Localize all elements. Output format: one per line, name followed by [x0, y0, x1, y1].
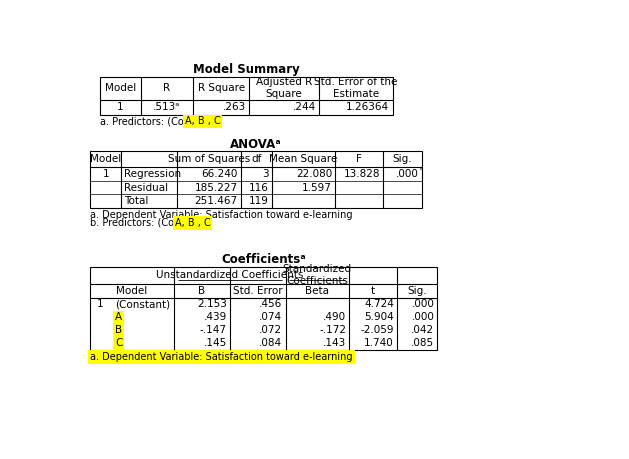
Text: .263: .263: [223, 102, 246, 112]
Text: .439: .439: [203, 312, 226, 322]
Text: ANOVAᵃ: ANOVAᵃ: [230, 138, 282, 151]
Text: -.147: -.147: [199, 325, 226, 336]
Text: .456: .456: [259, 299, 282, 309]
Bar: [90, 151, 422, 208]
Text: A, B , C: A, B , C: [185, 116, 221, 126]
Text: (Constant): (Constant): [115, 299, 170, 309]
Text: .000: .000: [411, 312, 435, 322]
Text: -.172: -.172: [319, 325, 346, 336]
Text: R: R: [164, 83, 170, 93]
Text: .084: .084: [259, 338, 282, 348]
Text: Beta: Beta: [305, 285, 330, 296]
Text: -2.059: -2.059: [360, 325, 394, 336]
Text: Std. Error of the
Estimate: Std. Error of the Estimate: [314, 78, 398, 99]
Text: A, B , C: A, B , C: [175, 218, 211, 228]
Text: .513ᵃ: .513ᵃ: [153, 102, 181, 112]
Text: A: A: [115, 312, 122, 322]
Text: 1: 1: [96, 299, 103, 309]
Text: Sum of Squares: Sum of Squares: [168, 154, 250, 164]
Text: .143: .143: [323, 338, 346, 348]
Text: 1: 1: [103, 168, 109, 179]
Text: 185.227: 185.227: [194, 183, 238, 192]
Text: df: df: [251, 154, 261, 164]
Text: .490: .490: [323, 312, 346, 322]
Text: 116: 116: [248, 183, 269, 192]
Text: .085: .085: [411, 338, 435, 348]
Text: 13.828: 13.828: [343, 168, 380, 179]
Text: R Square: R Square: [198, 83, 245, 93]
Text: Total: Total: [125, 196, 148, 207]
Text: Standardized
Coefficients: Standardized Coefficients: [283, 264, 352, 286]
Text: Model: Model: [116, 285, 148, 296]
Text: Unstandardized Coefficients: Unstandardized Coefficients: [156, 270, 303, 280]
Text: 22.080: 22.080: [296, 168, 332, 179]
Text: .074: .074: [259, 312, 282, 322]
Text: 4.724: 4.724: [364, 299, 394, 309]
Text: Sig.: Sig.: [408, 285, 427, 296]
Text: Model: Model: [105, 83, 136, 93]
Text: F: F: [356, 154, 362, 164]
Text: .072: .072: [259, 325, 282, 336]
Text: Model: Model: [90, 154, 121, 164]
Text: a. Dependent Variable: Satisfaction toward e-learning: a. Dependent Variable: Satisfaction towa…: [90, 352, 353, 362]
Text: Coefficientsᵃ: Coefficientsᵃ: [221, 253, 306, 266]
Text: a. Dependent Variable: Satisfaction toward e-learning: a. Dependent Variable: Satisfaction towa…: [90, 210, 353, 220]
Text: b. Predictors: (Constant),: b. Predictors: (Constant),: [90, 218, 216, 228]
Text: .000: .000: [396, 168, 419, 179]
Text: 251.467: 251.467: [194, 196, 238, 207]
Text: 119: 119: [248, 196, 269, 207]
Bar: [90, 267, 437, 350]
Text: Std. Error: Std. Error: [233, 285, 282, 296]
Text: .000: .000: [411, 299, 435, 309]
Text: 1: 1: [117, 102, 124, 112]
Text: .042: .042: [411, 325, 435, 336]
Text: 1.740: 1.740: [364, 338, 394, 348]
Text: 1.26364: 1.26364: [347, 102, 389, 112]
Text: Model Summary: Model Summary: [193, 63, 300, 76]
Text: 3: 3: [262, 168, 269, 179]
Text: C: C: [115, 338, 123, 348]
Text: Residual: Residual: [125, 183, 169, 192]
Text: 66.240: 66.240: [201, 168, 238, 179]
Text: Adjusted R
Square: Adjusted R Square: [256, 78, 312, 99]
Text: 1.597: 1.597: [302, 183, 332, 192]
Text: ᵇ: ᵇ: [420, 166, 423, 175]
Text: 5.904: 5.904: [364, 312, 394, 322]
Text: .145: .145: [203, 338, 226, 348]
Text: Sig.: Sig.: [392, 154, 413, 164]
Text: .244: .244: [292, 102, 316, 112]
Text: t: t: [371, 285, 375, 296]
Text: Regression: Regression: [125, 168, 182, 179]
Text: B: B: [198, 285, 206, 296]
Text: Mean Square: Mean Square: [269, 154, 338, 164]
Bar: [100, 77, 392, 115]
Text: B: B: [115, 325, 122, 336]
Text: 2.153: 2.153: [197, 299, 226, 309]
Text: a. Predictors: (Constant),: a. Predictors: (Constant),: [100, 116, 225, 126]
